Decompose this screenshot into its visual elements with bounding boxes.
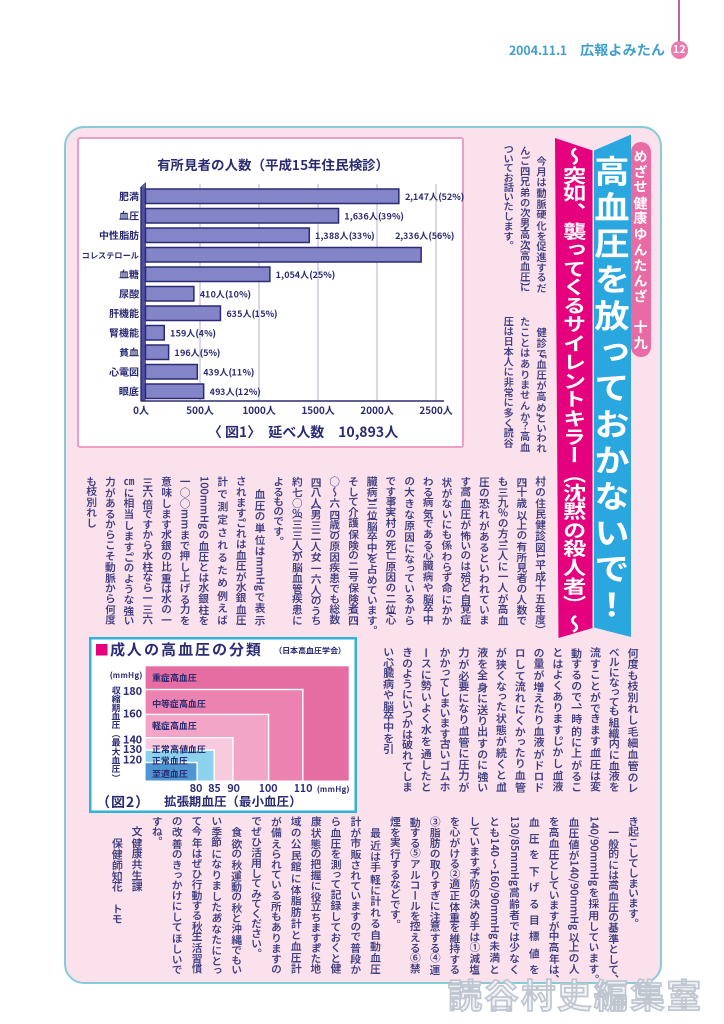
svg-text:0人: 0人 — [133, 402, 149, 417]
svg-text:130: 130 — [123, 741, 143, 757]
svg-text:2500人: 2500人 — [419, 402, 453, 417]
svg-text:重症高血圧: 重症高血圧 — [152, 671, 197, 684]
svg-text:1000人: 1000人 — [242, 402, 276, 417]
svg-text:196人(5%): 196人(5%) — [175, 346, 221, 359]
svg-text:493人(12%): 493人(12%) — [210, 385, 262, 398]
svg-text:160: 160 — [123, 706, 143, 722]
svg-text:80: 80 — [190, 781, 203, 796]
svg-text:中等症高血圧: 中等症高血圧 — [152, 697, 206, 710]
svg-text:110: 110 — [294, 781, 313, 796]
svg-text:至適血圧: 至適血圧 — [152, 767, 188, 780]
svg-text:拡張期血圧（最小血圧）: 拡張期血圧（最小血圧） — [164, 791, 302, 810]
svg-text:正常高値血圧: 正常高値血圧 — [152, 743, 206, 756]
svg-text:腎機能: 腎機能 — [109, 324, 140, 339]
svg-text:貧血: 貧血 — [119, 344, 139, 359]
svg-text:尿酸: 尿酸 — [119, 285, 139, 300]
svg-text:159人(4%): 159人(4%) — [170, 326, 216, 339]
svg-text:1500人: 1500人 — [301, 402, 335, 417]
svg-text:軽症高血圧: 軽症高血圧 — [152, 719, 197, 732]
svg-text:（日本高血圧学会）: （日本高血圧学会） — [274, 646, 346, 657]
svg-text:(mmHg): (mmHg) — [110, 670, 142, 681]
svg-text:〈 図1〉 延べ人数 10,893人: 〈 図1〉 延べ人数 10,893人 — [208, 422, 398, 442]
svg-text:肝機能: 肝機能 — [109, 305, 140, 320]
svg-text:1,636人(39%): 1,636人(39%) — [345, 209, 405, 222]
svg-text:心電図: 心電図 — [109, 363, 139, 378]
svg-text:140: 140 — [123, 731, 143, 747]
svg-text:(mmHg): (mmHg) — [317, 784, 349, 795]
svg-text:90: 90 — [227, 781, 240, 796]
svg-text:眼底: 眼底 — [119, 383, 139, 398]
svg-text:（図2）: （図2） — [96, 792, 150, 812]
svg-text:有所見者の人数（平成15年住民検診）: 有所見者の人数（平成15年住民検診） — [157, 154, 389, 174]
svg-text:410人(10%): 410人(10%) — [200, 287, 252, 300]
svg-text:肥満: 肥満 — [119, 188, 139, 203]
svg-text:血圧: 血圧 — [119, 207, 139, 222]
svg-text:正常血圧: 正常血圧 — [152, 754, 188, 767]
svg-text:1,054人(25%): 1,054人(25%) — [276, 268, 336, 281]
svg-text:500人: 500人 — [186, 402, 214, 417]
svg-text:2,147人(52%): 2,147人(52%) — [405, 190, 464, 203]
svg-text:2,336人(56%): 2,336人(56%) — [395, 229, 455, 242]
svg-text:635人(15%): 635人(15%) — [226, 307, 278, 320]
svg-text:成人の高血圧の分類: 成人の高血圧の分類 — [110, 639, 263, 660]
svg-text:100: 100 — [259, 781, 278, 796]
svg-text:2000人: 2000人 — [360, 402, 394, 417]
svg-text:120: 120 — [123, 751, 143, 767]
svg-text:439人(11%): 439人(11%) — [203, 365, 255, 378]
svg-text:血糖: 血糖 — [119, 266, 139, 281]
svg-text:85: 85 — [208, 781, 220, 796]
svg-text:中性脂肪: 中性脂肪 — [99, 227, 139, 242]
svg-text:コレステロール: コレステロール — [82, 249, 139, 261]
svg-text:1,388人(33%): 1,388人(33%) — [315, 229, 375, 242]
svg-text:180: 180 — [123, 683, 143, 699]
